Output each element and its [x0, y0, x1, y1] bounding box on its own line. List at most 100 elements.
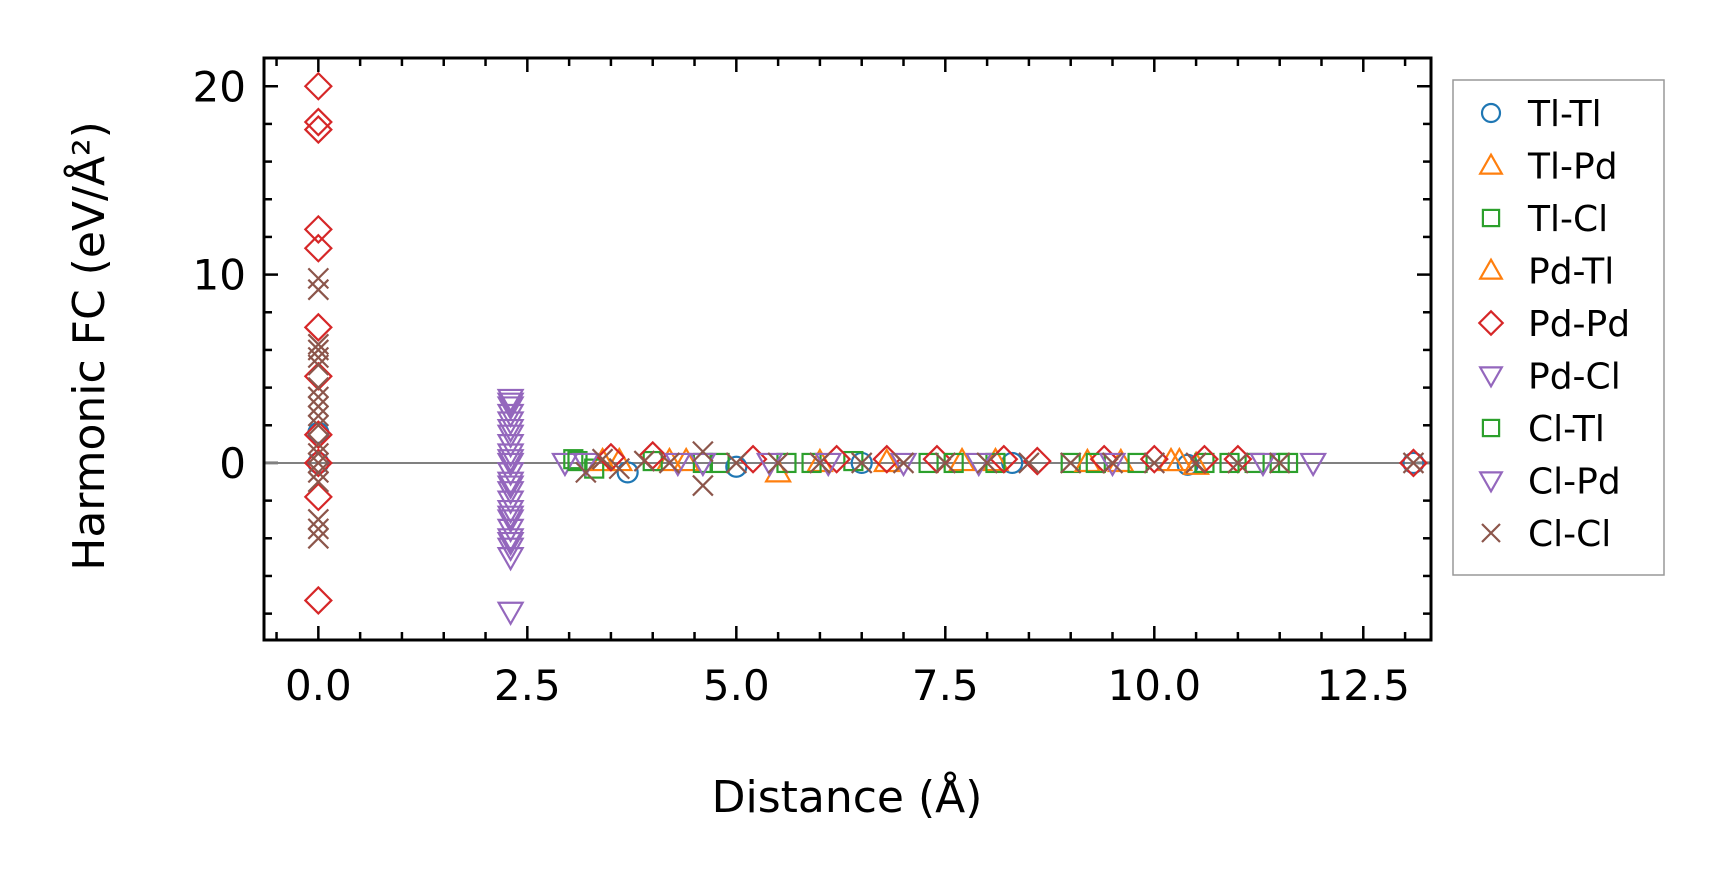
- data-point: [496, 547, 525, 572]
- legend-item: Cl-Tl: [1481, 409, 1605, 450]
- y-tick-label: 0: [219, 439, 246, 488]
- data-point: [307, 267, 330, 290]
- data-point: [596, 442, 626, 472]
- data-point: [1098, 452, 1127, 478]
- data-point: [1185, 452, 1207, 474]
- data-point: [567, 450, 588, 472]
- data-point: [307, 527, 330, 550]
- legend-marker-icon: [1481, 208, 1501, 228]
- data-point: [307, 508, 330, 531]
- data-point: [496, 388, 525, 414]
- legend-item: Pd-Cl: [1478, 357, 1621, 398]
- data-point: [725, 452, 748, 474]
- data-point: [307, 414, 330, 437]
- data-point: [307, 339, 330, 361]
- legend-item: Tl-Pd: [1478, 147, 1618, 188]
- series-tl-tl: [307, 421, 1425, 484]
- data-point: [551, 452, 579, 478]
- data-point: [303, 214, 333, 244]
- legend-marker-icon: [1478, 152, 1504, 175]
- data-point: [496, 403, 525, 429]
- data-point: [303, 312, 333, 342]
- x-tick-label: 0.0: [285, 661, 352, 710]
- tick-labels: 0.0 2.5 5.0 7.5 10.0 12.5 0 10 20: [193, 62, 1410, 710]
- series-pd-cl: [496, 388, 1328, 626]
- data-point: [1249, 452, 1277, 478]
- data-point: [307, 395, 330, 418]
- data-point: [767, 452, 789, 474]
- data-point: [591, 448, 614, 470]
- data-point: [496, 449, 525, 474]
- series-pd-pd: [303, 71, 1429, 616]
- y-tick-label: 20: [193, 62, 246, 111]
- legend-item: Pd-Tl: [1478, 252, 1614, 293]
- x-axis-label: Distance (Å): [712, 770, 983, 823]
- data-point: [303, 233, 333, 263]
- data-point: [976, 452, 998, 474]
- data-point: [307, 376, 330, 399]
- data-points: [303, 71, 1429, 626]
- data-point: [1143, 452, 1166, 474]
- data-point: [307, 452, 330, 474]
- data-point: [608, 457, 631, 480]
- data-point: [692, 474, 714, 497]
- data-point: [307, 278, 330, 301]
- legend: Tl-Tl Tl-Pd Tl-Cl Pd-Tl Pd-Pd Pd-Cl Cl-Tl Cl-Pd…: [1452, 79, 1665, 576]
- legend-label: Tl-Pd: [1527, 147, 1618, 188]
- data-point: [496, 601, 525, 626]
- legend-marker-icon: [1481, 523, 1501, 543]
- data-point: [1402, 451, 1425, 475]
- data-point: [307, 461, 330, 484]
- data-point: [1402, 452, 1425, 474]
- data-point: [303, 361, 333, 391]
- data-point: [496, 475, 525, 500]
- data-point: [496, 531, 525, 557]
- data-point: [303, 71, 333, 101]
- data-point: [307, 346, 330, 369]
- legend-label: Cl-Cl: [1528, 514, 1611, 555]
- data-point: [1022, 446, 1052, 476]
- data-point: [892, 452, 915, 474]
- data-point: [307, 471, 330, 493]
- legend-label: Pd-Cl: [1528, 357, 1621, 398]
- data-point: [658, 452, 681, 474]
- legend-label: Pd-Pd: [1528, 304, 1630, 345]
- legend-item: Cl-Pd: [1478, 462, 1621, 503]
- legend-label: Tl-Cl: [1527, 199, 1608, 240]
- legend-item: Tl-Tl: [1480, 94, 1602, 135]
- data-point: [303, 115, 333, 145]
- y-tick-label: 10: [193, 251, 246, 300]
- data-point: [1157, 446, 1185, 472]
- x-tick-label: 2.5: [494, 661, 561, 710]
- data-point: [1398, 448, 1429, 478]
- data-point: [1268, 452, 1291, 474]
- plot-frame: [262, 56, 1433, 642]
- data-point: [307, 354, 330, 376]
- legend-marker-icon: [1480, 102, 1502, 124]
- data-point: [1227, 452, 1249, 474]
- x-tick-label: 7.5: [912, 661, 979, 710]
- legend-item: Cl-Cl: [1481, 514, 1611, 555]
- data-point: [307, 518, 330, 540]
- data-point: [303, 420, 333, 450]
- legend-item: Tl-Cl: [1481, 199, 1608, 240]
- x-tick-label: 5.0: [703, 661, 770, 710]
- data-point: [633, 450, 656, 472]
- legend-marker-icon: [1478, 471, 1504, 494]
- series-cl-cl: [307, 267, 1425, 550]
- axis-ticks: [264, 58, 1431, 640]
- legend-marker-icon: [1481, 418, 1501, 438]
- legend-item: Pd-Pd: [1477, 304, 1630, 345]
- data-point: [303, 107, 333, 137]
- data-point: [303, 482, 333, 512]
- legend-box: [1452, 79, 1665, 576]
- data-point: [496, 505, 525, 530]
- data-point: [1182, 450, 1210, 475]
- data-point: [307, 433, 330, 455]
- legend-label: Cl-Tl: [1528, 409, 1605, 450]
- data-point: [496, 396, 525, 421]
- x-tick-label: 10.0: [1108, 661, 1202, 710]
- data-point: [571, 452, 600, 478]
- data-point: [1101, 452, 1124, 474]
- data-point: [303, 448, 333, 478]
